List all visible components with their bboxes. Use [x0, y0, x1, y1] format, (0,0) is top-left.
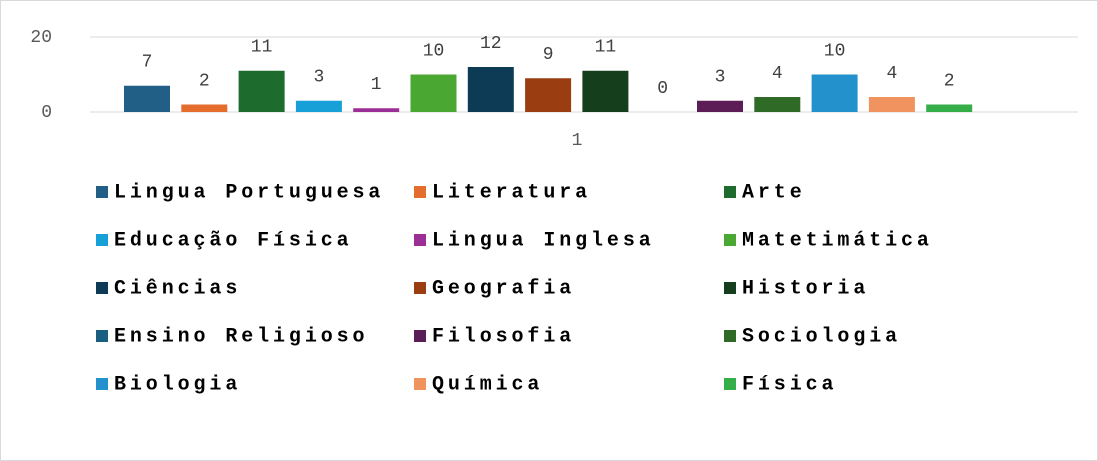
value-label: 10	[824, 41, 846, 61]
value-label: 3	[715, 68, 726, 88]
value-label: 9	[543, 45, 554, 65]
legend-swatch	[414, 330, 426, 342]
bar	[124, 85, 170, 112]
bar	[697, 100, 743, 112]
bar	[238, 70, 285, 112]
legend-swatch	[96, 234, 108, 246]
legend-swatch	[96, 378, 108, 390]
legend-swatch	[724, 330, 736, 342]
legend-swatch	[414, 234, 426, 246]
bar	[868, 97, 915, 112]
bar	[525, 78, 572, 112]
legend-swatch	[414, 378, 426, 390]
legend-label: Biologia	[114, 373, 241, 396]
value-label: 10	[423, 41, 445, 61]
legend-label: Química	[432, 373, 543, 396]
legend-label: Ciências	[114, 277, 241, 300]
value-label: 11	[595, 38, 617, 58]
value-label: 2	[199, 71, 210, 91]
bar	[467, 67, 514, 112]
bar	[582, 70, 629, 112]
value-label: 1	[371, 75, 382, 95]
legend-label: Matetimática	[742, 229, 933, 252]
value-label: 2	[944, 71, 955, 91]
value-label: 4	[772, 64, 783, 84]
legend-swatch	[724, 282, 736, 294]
bar	[181, 104, 228, 112]
value-label: 3	[313, 68, 324, 88]
legend-label: Física	[742, 373, 837, 396]
legend-swatch	[96, 186, 108, 198]
legend-label: Literatura	[432, 181, 591, 204]
legend-swatch	[96, 282, 108, 294]
x-tick-label: 1	[572, 131, 583, 151]
legend-label: Lingua Inglesa	[432, 229, 655, 252]
legend-label: Arte	[742, 181, 806, 204]
bar	[353, 108, 400, 112]
legend-swatch	[724, 234, 736, 246]
legend-label: Ensino Religioso	[114, 325, 368, 348]
legend-label: Educação Física	[114, 229, 353, 252]
value-label: 12	[480, 34, 502, 54]
y-tick-label: 0	[41, 103, 52, 123]
bar	[754, 97, 801, 112]
value-label: 7	[142, 53, 153, 73]
value-label: 4	[886, 64, 897, 84]
value-label: 0	[657, 79, 668, 99]
legend-label: Historia	[742, 277, 869, 300]
legend-label: Lingua Portuguesa	[114, 181, 384, 204]
y-tick-label: 20	[30, 28, 52, 48]
legend-label: Filosofia	[432, 325, 575, 348]
legend-swatch	[414, 282, 426, 294]
bar	[811, 74, 858, 112]
legend-swatch	[96, 330, 108, 342]
bar	[926, 104, 973, 112]
bar	[410, 74, 457, 112]
legend-label: Geografia	[432, 277, 575, 300]
legend-swatch	[414, 186, 426, 198]
legend-label: Sociologia	[742, 325, 901, 348]
legend-swatch	[724, 186, 736, 198]
value-label: 11	[251, 38, 273, 58]
legend-swatch	[724, 378, 736, 390]
bar	[295, 100, 342, 112]
